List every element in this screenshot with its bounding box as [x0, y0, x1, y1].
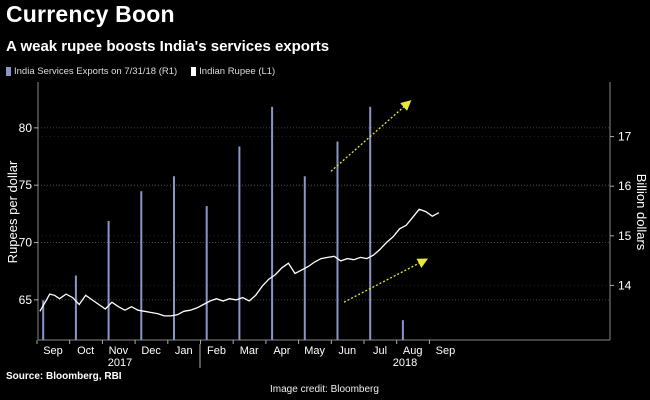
x-label-12: Sep — [436, 345, 456, 357]
rupee-line — [39, 208, 440, 317]
x-label-1: Oct — [77, 345, 94, 357]
x-label-4: Jan — [175, 345, 193, 357]
bar-4 — [172, 176, 175, 340]
x-label-8: May — [304, 345, 325, 357]
legend-label-exports: India Services Exports on 7/31/18 (R1) — [14, 66, 178, 77]
right-axis-title: Billion dollars — [634, 174, 649, 251]
image-credit: Image credit: Bloomberg — [270, 384, 379, 395]
x-label-7: Apr — [273, 345, 290, 357]
bar-3 — [140, 191, 143, 340]
bar-10 — [369, 106, 372, 340]
legend-label-rupee: Indian Rupee (L1) — [199, 66, 276, 77]
x-label-0: Sep — [43, 345, 63, 357]
x-label-11: Aug — [403, 345, 423, 357]
bar-6 — [238, 146, 241, 340]
left-tick-label-65: 65 — [19, 293, 33, 307]
x-label-6: Mar — [240, 345, 259, 357]
left-tick-label-75: 75 — [19, 178, 33, 192]
trend-arrow-0 — [330, 100, 412, 172]
right-tick-label-14: 14 — [618, 278, 632, 292]
chart-title: Currency Boon — [6, 1, 175, 27]
bar-7 — [271, 106, 274, 340]
chart-subtitle: A weak rupee boosts India's services exp… — [6, 38, 330, 55]
x-label-3: Dec — [141, 345, 161, 357]
left-tick-label-70: 70 — [19, 236, 33, 250]
left-axis-title: Rupees per dollar — [5, 160, 20, 263]
bar-1 — [74, 275, 77, 340]
year-label-0: 2017 — [108, 357, 132, 369]
legend-swatch-rupee — [191, 67, 197, 76]
bar-2 — [107, 220, 110, 340]
legend-item-rupee: Indian Rupee (L1) — [191, 66, 275, 77]
legend-item-exports: India Services Exports on 7/31/18 (R1) — [6, 66, 177, 77]
bar-8 — [303, 176, 306, 340]
right-tick-label-15: 15 — [618, 229, 632, 243]
left-tick-label-80: 80 — [19, 121, 33, 135]
x-label-9: Jun — [338, 345, 356, 357]
x-label-2: Nov — [109, 345, 129, 357]
bar-9 — [336, 141, 339, 340]
right-tick-label-16: 16 — [618, 179, 632, 193]
x-label-5: Feb — [207, 345, 226, 357]
source-note: Source: Bloomberg, RBI — [6, 371, 122, 382]
legend: India Services Exports on 7/31/18 (R1) I… — [6, 66, 275, 77]
trend-arrow-1 — [343, 258, 429, 303]
bar-11 — [401, 320, 404, 340]
legend-swatch-exports — [6, 67, 11, 76]
x-label-10: Jul — [373, 345, 387, 357]
bar-5 — [205, 206, 208, 340]
bar-0 — [42, 300, 45, 340]
right-tick-label-17: 17 — [618, 130, 632, 144]
year-label-1: 2018 — [393, 357, 417, 369]
